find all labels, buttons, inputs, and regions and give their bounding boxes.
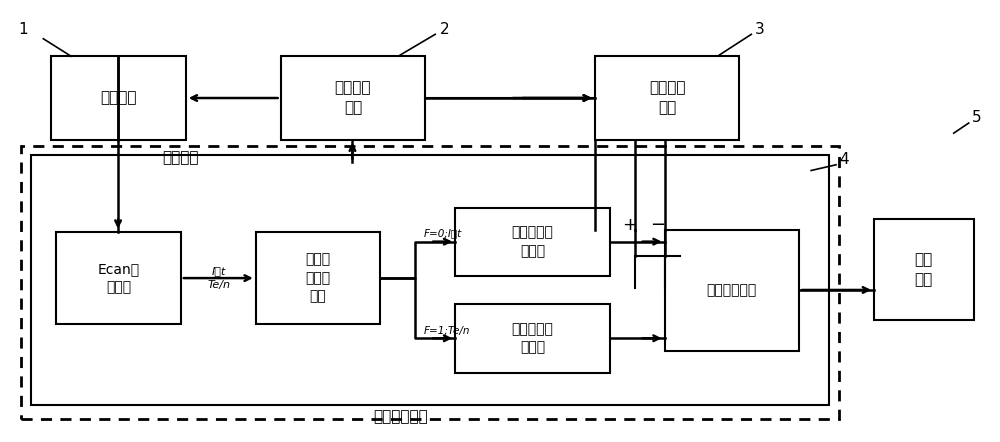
- FancyBboxPatch shape: [256, 232, 380, 324]
- FancyBboxPatch shape: [21, 146, 839, 419]
- Text: Te/n: Te/n: [207, 280, 230, 290]
- Text: 功率变换单元: 功率变换单元: [707, 283, 757, 297]
- FancyBboxPatch shape: [874, 219, 974, 320]
- Text: 驱动
电机: 驱动 电机: [915, 252, 933, 287]
- Text: −: −: [650, 217, 665, 234]
- Text: 整车仪表: 整车仪表: [100, 91, 137, 106]
- Text: 正常电机驱
动控制: 正常电机驱 动控制: [511, 322, 553, 354]
- FancyBboxPatch shape: [455, 305, 610, 373]
- Text: 电机控制系统: 电机控制系统: [373, 409, 428, 424]
- Text: 动力电池
系统: 动力电池 系统: [649, 80, 685, 115]
- FancyBboxPatch shape: [455, 208, 610, 276]
- Text: 动力电池加
热控制: 动力电池加 热控制: [511, 226, 553, 258]
- FancyBboxPatch shape: [31, 155, 829, 405]
- FancyBboxPatch shape: [56, 232, 181, 324]
- Text: 主控单元: 主控单元: [163, 150, 199, 165]
- Text: 2: 2: [440, 23, 450, 38]
- Text: 整车控制
单元: 整车控制 单元: [335, 80, 371, 115]
- Text: 5: 5: [972, 110, 981, 125]
- Text: F=0;I、t: F=0;I、t: [424, 229, 462, 238]
- Text: I、t: I、t: [212, 267, 226, 277]
- Text: 4: 4: [839, 152, 849, 167]
- FancyBboxPatch shape: [595, 56, 739, 140]
- Text: F=1;Te/n: F=1;Te/n: [424, 326, 471, 336]
- Text: 3: 3: [754, 23, 764, 38]
- Text: Ecan通
讯控制: Ecan通 讯控制: [97, 262, 140, 294]
- FancyBboxPatch shape: [281, 56, 425, 140]
- Text: 动力电
池加热
判断: 动力电 池加热 判断: [305, 253, 331, 304]
- Text: +: +: [622, 217, 637, 234]
- FancyBboxPatch shape: [665, 230, 799, 351]
- FancyBboxPatch shape: [51, 56, 186, 140]
- Text: 1: 1: [19, 23, 28, 38]
